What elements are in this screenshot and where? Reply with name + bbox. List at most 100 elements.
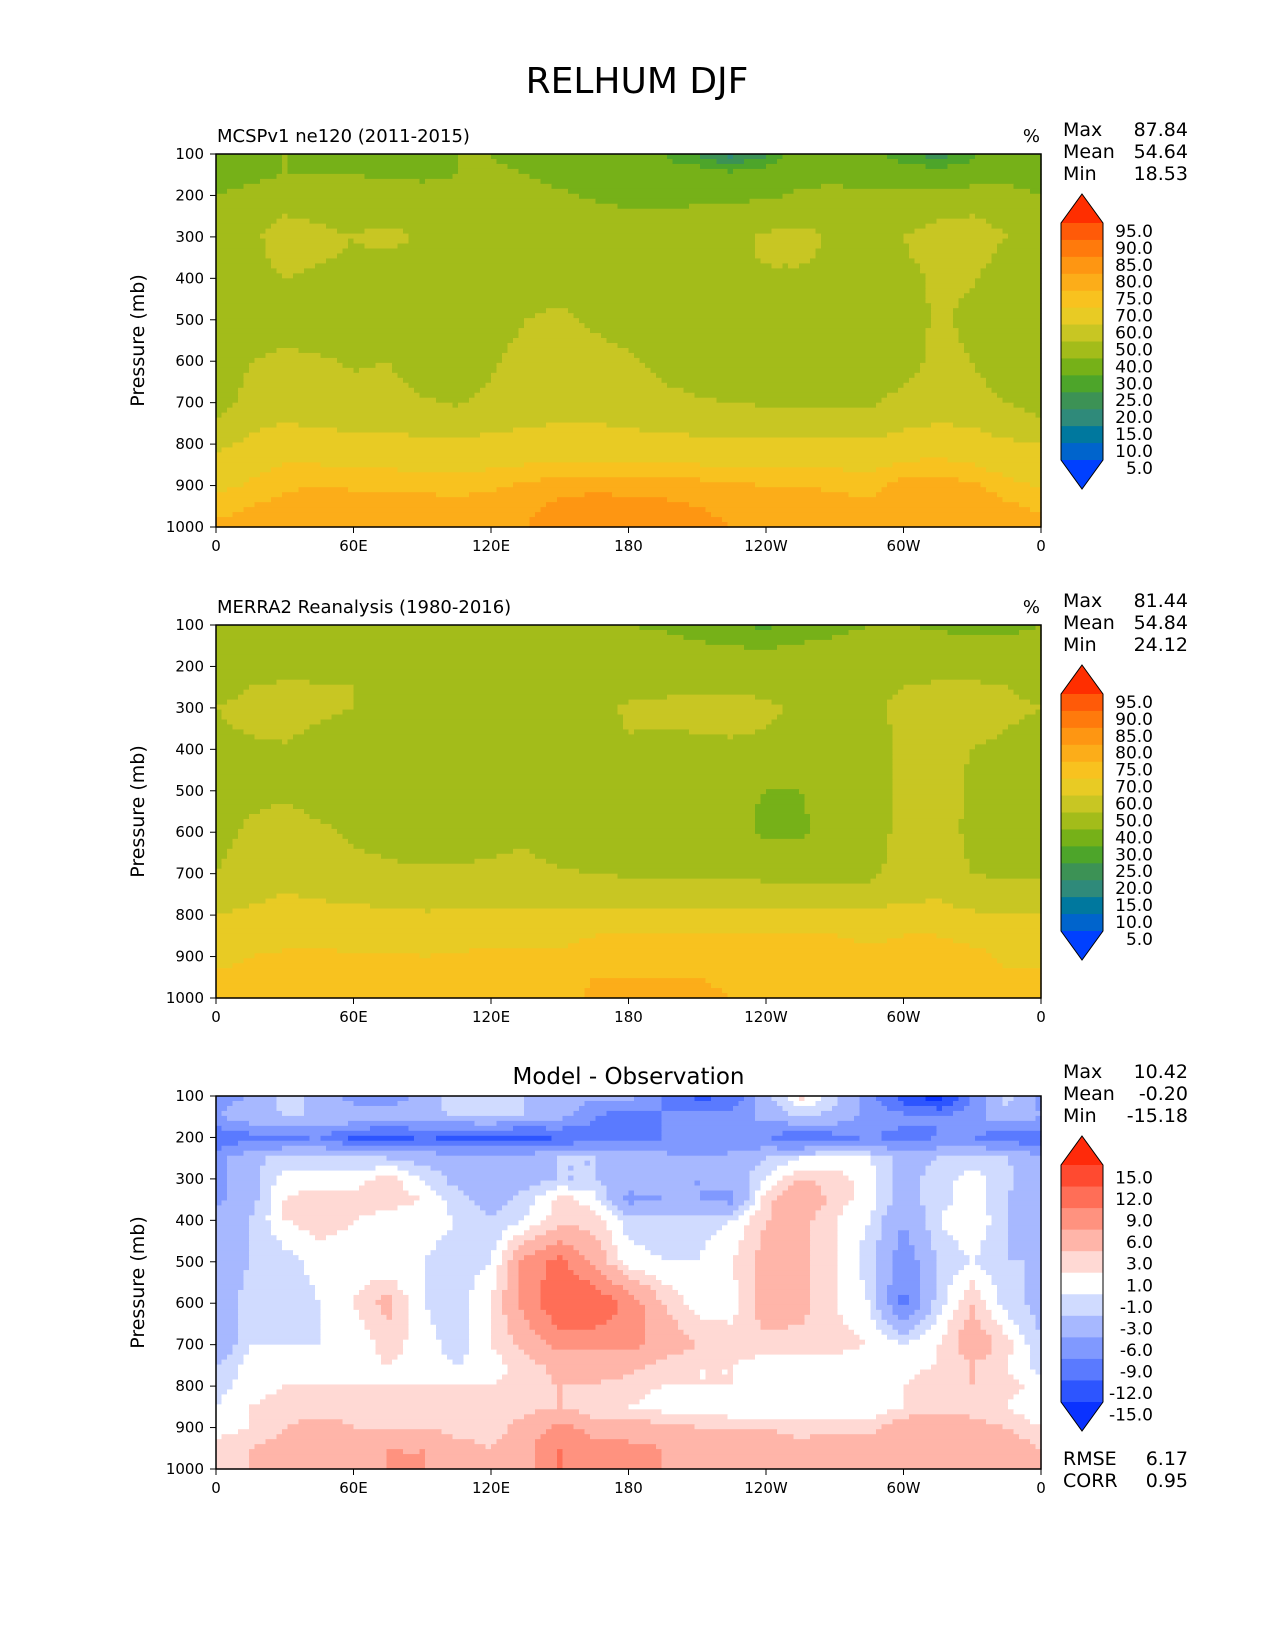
contour-cell [430, 1314, 470, 1321]
contour-cell [738, 1309, 756, 1316]
contour-cell [617, 1309, 646, 1316]
contour-cell [997, 734, 1042, 740]
contour-cell [216, 963, 234, 969]
contour-cell [854, 1195, 877, 1202]
contour-cell [298, 1255, 426, 1261]
contour-cell [326, 223, 927, 230]
contour-cell [986, 1145, 1042, 1152]
contour-cell [936, 1145, 987, 1152]
contour-cell [216, 1454, 250, 1460]
contour-cell [375, 1175, 399, 1182]
contour-cell [700, 1369, 707, 1376]
contour-cell [969, 1280, 976, 1286]
contour-cell [601, 1180, 696, 1187]
contour-cell [397, 1354, 448, 1361]
contour-cell [755, 804, 806, 810]
contour-cell [876, 402, 1015, 409]
contour-cell [546, 1309, 619, 1316]
contour-cell [876, 1250, 894, 1256]
contour-cell [606, 1225, 624, 1231]
contour-cell [260, 427, 338, 434]
contour-cell [491, 1314, 509, 1321]
contour-cell [892, 1160, 932, 1167]
units-label: % [1023, 597, 1040, 618]
x-tick-label: 60W [887, 1008, 921, 1026]
contour-cell [221, 1200, 256, 1207]
contour-cell [353, 704, 619, 711]
contour-cell [249, 1130, 333, 1137]
contour-cell [925, 342, 965, 349]
contour-cell [639, 427, 905, 434]
contour-cell [683, 1349, 844, 1356]
contour-cell [727, 1319, 734, 1326]
contour-cell [777, 158, 899, 165]
contour-cell [216, 644, 745, 651]
contour-cell [216, 1130, 250, 1137]
contour-cell [216, 813, 250, 820]
contour-cell [502, 1354, 531, 1361]
contour-cell [216, 402, 234, 409]
contour-cell [216, 1389, 228, 1395]
contour-cell [441, 1349, 470, 1356]
contour-cell [892, 724, 1009, 731]
contour-cell [909, 253, 993, 260]
contour-cell [1008, 1359, 1031, 1366]
contour-cell [744, 1200, 756, 1207]
colorbar: 15.012.09.06.03.01.0-1.0-3.0-6.0-9.0-12.… [1060, 1135, 1153, 1432]
contour-cell [502, 1289, 520, 1296]
colorbar-segment [1061, 443, 1103, 461]
contour-cell [403, 228, 773, 235]
contour-cell [452, 1359, 465, 1366]
contour-cell [991, 1334, 1009, 1341]
contour-cell [216, 734, 256, 740]
contour-cell [892, 1165, 927, 1172]
contour-cell [425, 1464, 536, 1470]
contour-cell [408, 1314, 432, 1321]
contour-cell [980, 482, 1031, 488]
contour-cell [601, 1379, 734, 1386]
contour-cell [997, 243, 1042, 250]
contour-cell [216, 809, 261, 815]
contour-cell [859, 1260, 877, 1266]
stat-value: 6.17 [1146, 1448, 1188, 1470]
contour-cell [661, 377, 910, 384]
contour-cell [854, 1185, 877, 1192]
contour-cell [986, 1100, 1004, 1107]
contour-cell [595, 198, 751, 205]
contour-cell [645, 1334, 690, 1341]
contour-cell [876, 1165, 894, 1172]
contour-cell [540, 507, 707, 513]
contour-cell [584, 988, 723, 994]
contour-cell [876, 1260, 894, 1266]
contour-cell [331, 1130, 663, 1137]
contour-cell [771, 1135, 861, 1142]
contour-cell [1019, 1434, 1042, 1440]
contour-cell [524, 1215, 547, 1221]
contour-cell [639, 1399, 905, 1405]
contour-cell [969, 759, 1042, 765]
contour-cell [744, 158, 778, 165]
contour-cell [925, 1096, 943, 1102]
panel-2: 0 60E 120E 180 120W 60W 0100200300400500600700… [127, 590, 1188, 1026]
contour-cell [920, 1270, 938, 1276]
contour-cell [991, 1309, 1009, 1316]
contour-cell [870, 1215, 883, 1221]
contour-cell [579, 1250, 608, 1256]
contour-cell [892, 1304, 921, 1311]
contour-cell [931, 308, 954, 314]
contour-cell [425, 1255, 492, 1261]
contour-cell [936, 1344, 960, 1351]
contour-cell [749, 1195, 756, 1202]
contour-cell [1019, 502, 1042, 508]
contour-cell [782, 704, 888, 711]
contour-cell [524, 1105, 580, 1112]
contour-cell [1024, 1275, 1042, 1281]
contour-cell [1030, 1349, 1042, 1356]
colorbar-segment [1061, 778, 1103, 797]
contour-cell [557, 1454, 564, 1460]
contour-cell [414, 387, 481, 394]
contour-cell [326, 258, 762, 265]
contour-cell [964, 838, 1042, 845]
contour-cell [964, 843, 1042, 850]
colorbar-outline [1060, 193, 1104, 490]
